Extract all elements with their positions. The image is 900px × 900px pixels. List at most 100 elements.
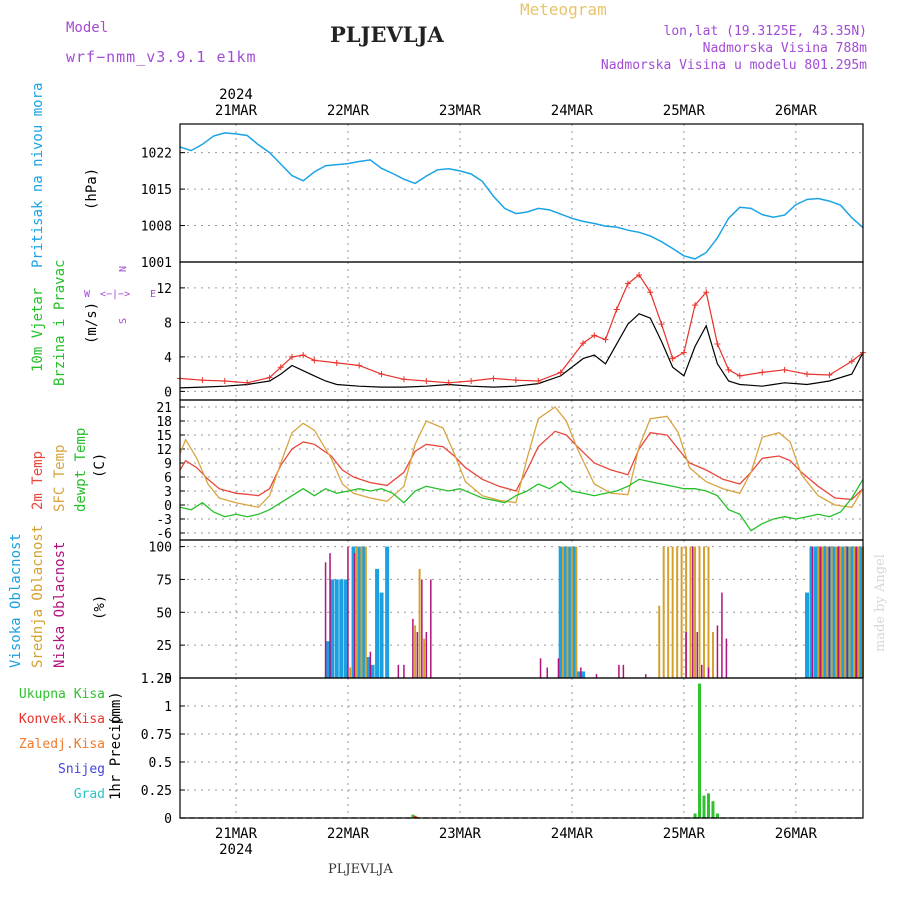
high_cloud-bar (822, 546, 827, 678)
low_cloud-bar (329, 553, 331, 678)
dewpoint-line (179, 478, 864, 532)
y-tick-label: 0 (164, 385, 172, 400)
top-date-label: 21MAR (215, 103, 258, 119)
mid_cloud-bar (667, 546, 670, 678)
gust-marker (300, 352, 307, 359)
precip_total-bar (702, 795, 706, 818)
high_cloud-bar (351, 546, 356, 678)
wind-gust-line (179, 274, 864, 384)
low_cloud-bar (837, 546, 840, 678)
top-date-label: 24MAR (551, 103, 594, 119)
mid_cloud-bar (817, 546, 820, 678)
low_cloud-bar (855, 546, 858, 678)
precip_total-bar (411, 814, 415, 818)
y-tick-label: 4 (164, 351, 172, 366)
gust-marker (658, 321, 665, 328)
cloud-unit: (%) (92, 594, 108, 620)
panel-frame (179, 261, 864, 401)
model-name: wrf−nmm_v3.9.1 e1km (66, 48, 257, 66)
lonlat-text: lon,lat (19.3125E, 43.35N) (663, 24, 868, 39)
low_cloud-bar (353, 553, 356, 678)
panel-frame (179, 539, 864, 679)
mid_cloud-bar (658, 605, 661, 678)
high_cloud-bar (343, 579, 348, 678)
y-tick-label: 15 (156, 429, 172, 444)
low_cloud-bar (430, 579, 432, 678)
low_cloud-bar (546, 667, 549, 678)
low_cloud-bar (425, 632, 428, 678)
precip-ylabel: 1hr Precip (108, 715, 124, 800)
top-date-label: 22MAR (327, 103, 370, 119)
gust-marker (333, 359, 340, 366)
y-tick-label: -3 (156, 513, 172, 528)
low_cloud-bar (685, 632, 687, 678)
gust-marker (692, 302, 699, 309)
legend-snow: Snijeg (58, 762, 105, 777)
y-tick-label: 0 (164, 499, 172, 514)
panel-frame (179, 399, 864, 541)
low_cloud-bar (716, 625, 719, 678)
y-tick-label: -6 (156, 527, 172, 542)
y-tick-label: 12 (156, 282, 172, 297)
bottom-date-label: 26MAR (775, 826, 818, 842)
mid_cloud-bar (857, 546, 860, 678)
temp-ylabel-sub2: dewpt Temp (73, 427, 89, 512)
y-tick-label: 6 (164, 471, 172, 486)
compass-east: E (150, 289, 157, 300)
high_cloud-bar (375, 568, 380, 678)
gust-marker (613, 306, 620, 313)
low_cloud-bar (701, 664, 703, 678)
y-tick-label: 0.75 (141, 728, 172, 743)
mid_cloud-bar (364, 546, 367, 678)
low_cloud-bar (707, 667, 710, 678)
gust-marker (848, 358, 855, 365)
gust-marker (512, 377, 519, 384)
t2m-line (179, 430, 864, 501)
top-date-label: 23MAR (439, 103, 482, 119)
gust-marker (826, 371, 833, 378)
low_cloud-bar (421, 579, 423, 678)
mid_cloud-bar (703, 546, 706, 678)
high_cloud-bar (339, 579, 344, 678)
cloud-low-ylabel: Niska Oblacnost (52, 541, 68, 668)
mid_cloud-bar (561, 546, 564, 678)
pressure-unit: (hPa) (84, 167, 100, 210)
meteogram-label: Meteogram (520, 0, 607, 19)
gust-marker (669, 355, 676, 362)
gust-marker (580, 340, 587, 347)
panel-frame (179, 677, 864, 819)
top-date-label: 26MAR (775, 103, 818, 119)
gust-marker (288, 353, 295, 360)
y-tick-label: 3 (164, 485, 172, 500)
mid_cloud-bar (853, 546, 856, 678)
y-tick-label: 18 (156, 415, 172, 430)
gust-marker (636, 271, 643, 278)
top-year-label: 2024 (219, 87, 253, 103)
mid_cloud-bar (423, 638, 426, 678)
high_cloud-bar (809, 546, 814, 678)
gust-marker (199, 377, 206, 384)
bottom-date-label: 24MAR (551, 826, 594, 842)
mid_cloud-bar (839, 546, 842, 678)
y-tick-label: 75 (156, 573, 172, 588)
high_cloud-bar (849, 546, 854, 678)
mid_cloud-bar (685, 546, 688, 678)
precip-unit: (mm) (108, 691, 124, 725)
bottom-year-label: 2024 (219, 842, 253, 858)
low_cloud-bar (696, 632, 699, 678)
low_cloud-bar (622, 664, 625, 678)
precip_total-bar (706, 793, 710, 818)
gust-marker (400, 376, 407, 383)
high_cloud-bar (325, 641, 330, 678)
high_cloud-bar (330, 579, 335, 678)
gust-marker (356, 362, 363, 369)
compass-west: W (84, 289, 91, 300)
high_cloud-bar (370, 664, 375, 678)
low_cloud-bar (645, 674, 647, 678)
low_cloud-bar (846, 546, 849, 678)
bottom-date-label: 22MAR (327, 826, 370, 842)
gust-marker (557, 369, 564, 376)
precip_total-bar (715, 813, 719, 818)
mid_cloud-bar (848, 546, 851, 678)
